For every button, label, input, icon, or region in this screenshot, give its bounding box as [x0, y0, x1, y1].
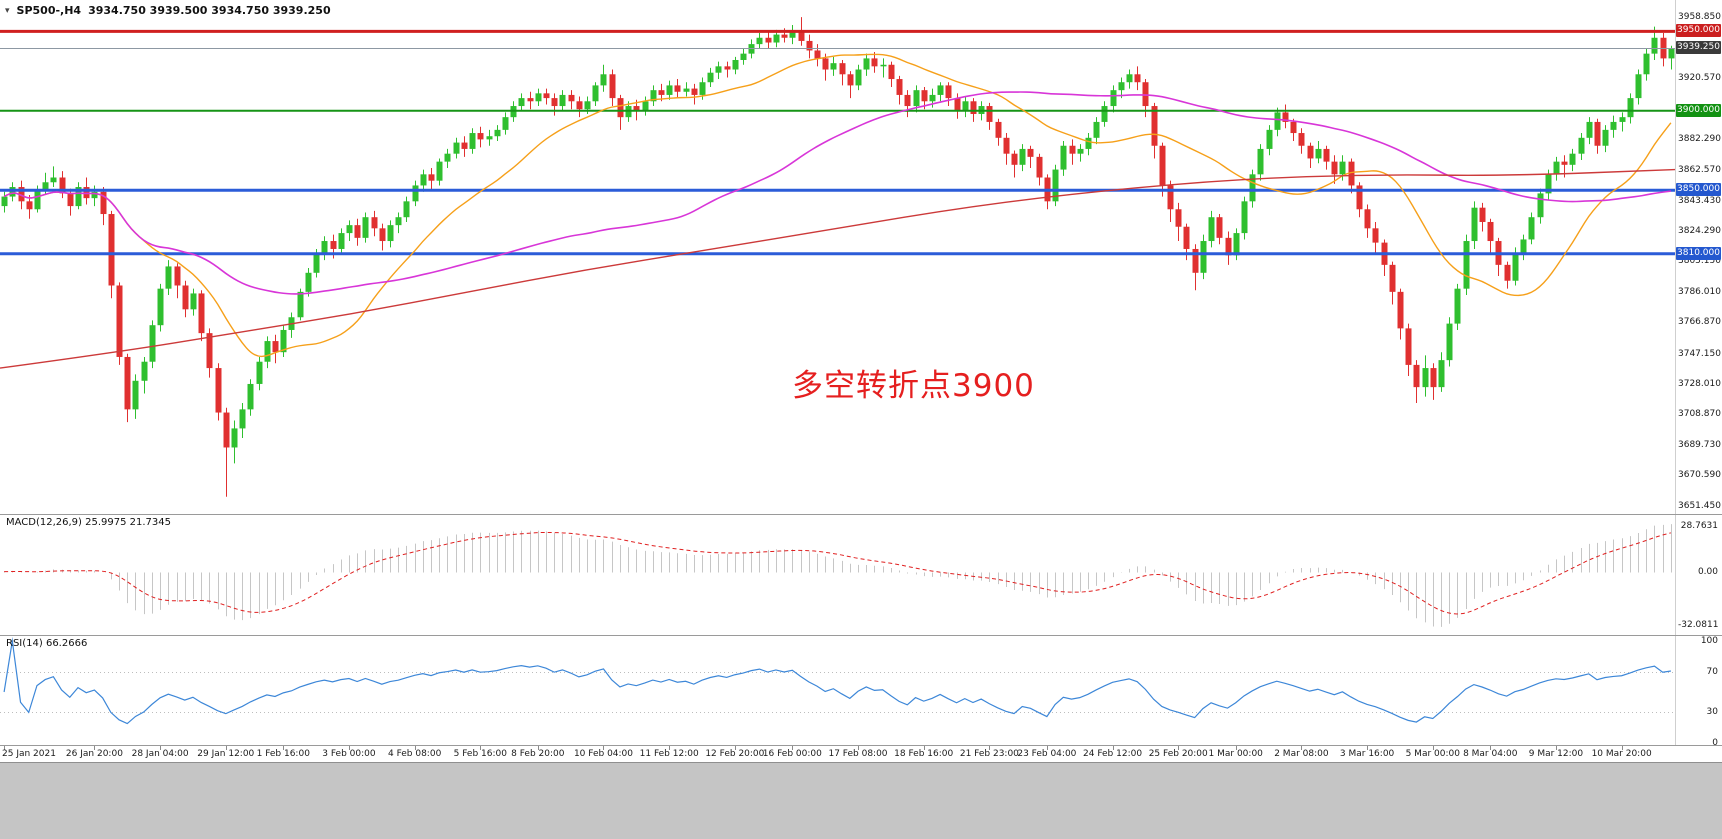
macd-indicator-label: MACD(12,26,9) 25.9975 21.7345: [6, 517, 172, 528]
time-axis-label: 18 Feb 16:00: [894, 749, 954, 759]
time-axis-label: 16 Feb 00:00: [762, 749, 822, 759]
rsi-indicator-label: RSI(14) 66.2666: [6, 638, 88, 649]
time-axis-label: 5 Feb 16:00: [453, 749, 507, 759]
chart-annotation-text[interactable]: 多空转折点3900: [792, 368, 1035, 404]
chart-symbol-timeframe: SP500-,H4: [16, 4, 82, 17]
time-axis-label: 3 Feb 00:00: [322, 749, 376, 759]
panel-separator-main-macd[interactable]: [0, 514, 1722, 515]
price-scale-border: [1675, 0, 1676, 745]
time-axis-label: 23 Feb 04:00: [1017, 749, 1077, 759]
chart-icon: ▾: [5, 5, 10, 16]
price-axis-label: 3689.730: [1678, 439, 1721, 450]
price-badge: 3939.250: [1676, 41, 1721, 55]
time-axis-label: 29 Jan 12:00: [197, 749, 255, 759]
time-axis-label: 25 Feb 20:00: [1148, 749, 1208, 759]
price-axis-label: 3958.850: [1678, 12, 1721, 23]
price-badge: 3950.000: [1676, 24, 1721, 38]
time-axis-label: 12 Feb 20:00: [705, 749, 765, 759]
rsi-axis-label: 70: [1706, 666, 1718, 677]
time-axis-label: 2 Mar 08:00: [1274, 749, 1329, 759]
time-axis-label: 4 Feb 08:00: [387, 749, 442, 759]
chart-ohlc-values: 3934.750 3939.500 3934.750 3939.250: [88, 4, 331, 17]
time-axis-label: 1 Feb 16:00: [256, 749, 310, 759]
time-axis-label: 10 Mar 20:00: [1591, 749, 1652, 759]
time-axis-label: 28 Jan 04:00: [131, 749, 189, 759]
price-axis-label: 3708.870: [1678, 409, 1721, 420]
price-axis-label: 3766.870: [1678, 317, 1721, 328]
price-badge: 3850.000: [1676, 183, 1721, 197]
macd-axis-label: 28.7631: [1680, 521, 1718, 531]
time-axis-label: 11 Feb 12:00: [639, 749, 699, 759]
time-axis-label: 26 Jan 20:00: [65, 749, 123, 759]
time-axis-label: 8 Mar 04:00: [1463, 749, 1518, 759]
rsi-axis-label: 0: [1712, 738, 1718, 748]
price-axis-label: 3786.010: [1678, 286, 1721, 297]
time-axis-label: 3 Mar 16:00: [1339, 749, 1395, 759]
panel-separator-macd-rsi[interactable]: [0, 635, 1722, 636]
price-axis-label: 3728.010: [1678, 378, 1721, 389]
time-axis-label: 17 Feb 08:00: [828, 749, 888, 759]
time-axis-label: 9 Mar 12:00: [1528, 749, 1584, 759]
price-axis-label: 3651.450: [1678, 500, 1721, 511]
time-axis-label: 1 Mar 00:00: [1208, 749, 1263, 759]
rsi-axis-label: 100: [1700, 636, 1718, 646]
macd-axis-label: -32.0811: [1678, 620, 1719, 630]
time-axis-label: 8 Feb 20:00: [511, 749, 565, 759]
price-axis-label: 3843.430: [1678, 195, 1721, 206]
price-badge: 3900.000: [1676, 103, 1721, 117]
price-axis-label: 3824.290: [1678, 226, 1721, 237]
price-axis-label: 3882.290: [1678, 133, 1721, 144]
time-axis-label: 25 Jan 2021: [2, 749, 56, 759]
price-axis-label: 3920.570: [1678, 73, 1721, 84]
price-badge: 3810.000: [1676, 246, 1721, 260]
macd-axis-label: 0.00: [1697, 566, 1718, 577]
price-axis-label: 3670.590: [1678, 470, 1721, 481]
price-axis-label: 3862.570: [1678, 165, 1721, 176]
time-axis-label: 24 Feb 12:00: [1083, 749, 1143, 759]
chart-title: ▾ SP500-,H4 3934.750 3939.500 3934.750 3…: [5, 4, 331, 17]
rsi-axis-label: 30: [1706, 707, 1718, 718]
window-bottom-strip: [0, 762, 1722, 839]
time-axis-label: 21 Feb 23:00: [959, 749, 1019, 759]
price-axis-label: 3747.150: [1678, 348, 1721, 359]
time-axis-label: 10 Feb 04:00: [573, 749, 634, 759]
price-axis-label: 3805.150: [1678, 256, 1721, 267]
panel-separator-rsi-timeaxis: [0, 745, 1722, 746]
time-axis-label: 5 Mar 00:00: [1405, 749, 1460, 759]
